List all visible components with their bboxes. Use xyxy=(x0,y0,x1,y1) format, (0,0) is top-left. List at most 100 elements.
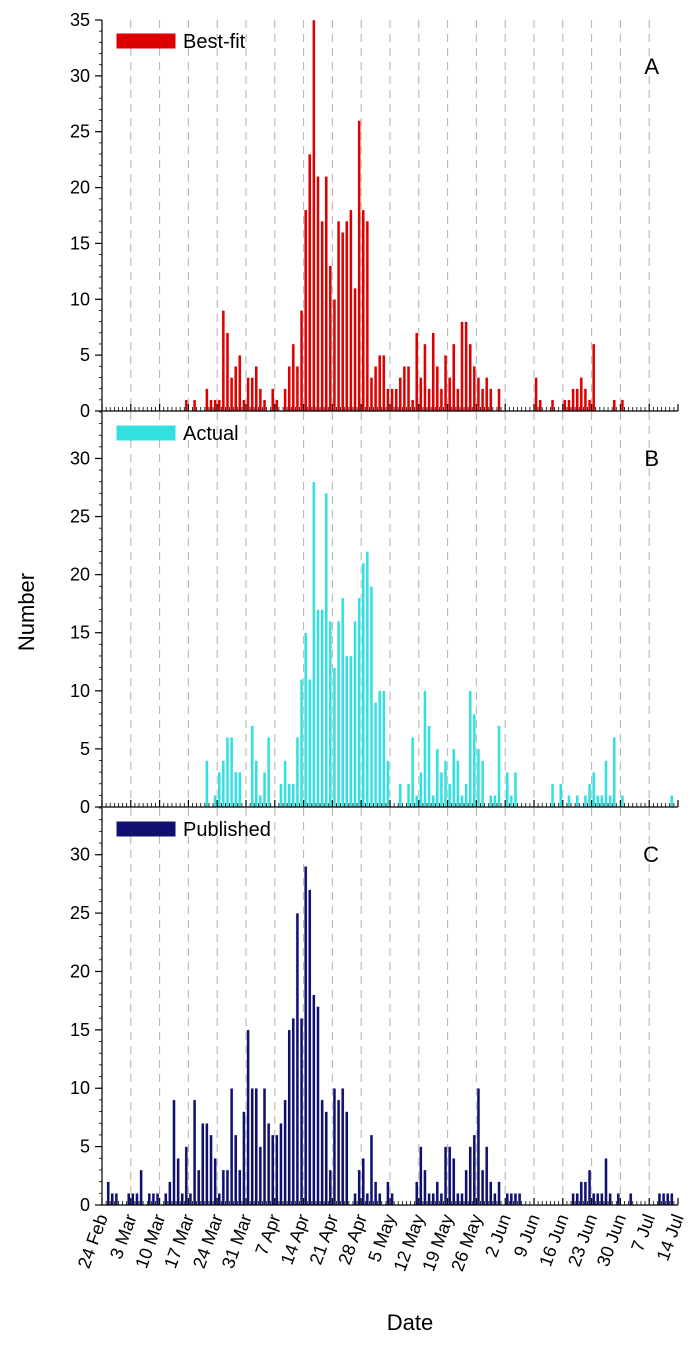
bar xyxy=(435,366,439,412)
bar xyxy=(217,399,221,412)
bar xyxy=(369,1134,374,1206)
bar xyxy=(608,795,612,808)
bar xyxy=(661,1193,666,1206)
bar xyxy=(410,399,415,412)
bar xyxy=(480,760,485,808)
bar xyxy=(295,737,300,808)
bar xyxy=(127,1193,131,1206)
bar xyxy=(447,783,452,808)
bar xyxy=(489,795,493,808)
bar xyxy=(295,366,300,412)
bar xyxy=(596,795,600,808)
bar xyxy=(406,366,411,412)
bar xyxy=(460,795,464,808)
bar xyxy=(583,795,588,808)
bar xyxy=(583,388,588,412)
bar xyxy=(439,771,444,808)
y-tick-label: 35 xyxy=(70,10,90,30)
bar xyxy=(242,399,246,412)
bar xyxy=(172,1099,176,1206)
y-tick-label: 20 xyxy=(70,565,90,585)
bar xyxy=(258,795,263,808)
bar xyxy=(485,377,489,412)
bar xyxy=(439,1193,444,1206)
y-tick-label: 30 xyxy=(70,66,90,86)
y-tick-label: 30 xyxy=(70,845,90,865)
bar xyxy=(472,366,477,412)
bar xyxy=(439,388,444,412)
bar xyxy=(398,783,402,808)
bar xyxy=(464,1169,468,1206)
bar xyxy=(258,388,263,412)
bar xyxy=(266,737,271,808)
y-tick-label: 25 xyxy=(70,507,90,527)
y-axis-label: Number xyxy=(14,573,39,651)
bar xyxy=(299,679,304,808)
bar xyxy=(427,388,431,412)
bar xyxy=(435,1181,439,1206)
bar xyxy=(316,609,320,808)
bar xyxy=(419,377,423,412)
bar xyxy=(353,1193,357,1206)
bar xyxy=(332,667,337,808)
bar xyxy=(209,399,213,412)
bar xyxy=(505,1193,509,1206)
bar xyxy=(192,1099,197,1206)
bar xyxy=(427,1193,431,1206)
bar xyxy=(604,1158,608,1206)
bar xyxy=(575,795,579,808)
bar xyxy=(382,354,386,412)
bar xyxy=(246,1029,250,1206)
bar xyxy=(238,771,242,808)
bar xyxy=(287,1029,291,1206)
bar xyxy=(468,690,472,808)
y-tick-label: 0 xyxy=(80,797,90,817)
panel-b: 0 5 10 15 20 25 30 Actual B xyxy=(70,411,679,817)
bar xyxy=(612,399,616,412)
bar xyxy=(489,1181,493,1206)
bar xyxy=(447,1146,452,1206)
y-tick-label: 25 xyxy=(70,122,90,142)
bar xyxy=(591,343,596,412)
bar xyxy=(106,1181,110,1206)
bar xyxy=(295,912,300,1206)
bar xyxy=(464,321,468,412)
bar xyxy=(460,1193,464,1206)
bar xyxy=(550,783,555,808)
bar xyxy=(583,1181,588,1206)
bar xyxy=(435,748,439,808)
bar xyxy=(456,1193,460,1206)
bar xyxy=(468,1146,472,1206)
bar xyxy=(209,1134,213,1206)
bar xyxy=(345,1111,349,1206)
bar xyxy=(456,760,460,808)
bar xyxy=(217,1193,221,1206)
bar xyxy=(559,783,563,808)
panels: 0 5 10 15 20 25 30 35 Best-fit A 0 5 10 15 20 25 30 Actua… xyxy=(70,10,679,1215)
bar xyxy=(427,725,431,808)
bar xyxy=(666,1193,670,1206)
bar xyxy=(192,399,197,412)
bar xyxy=(361,209,365,412)
y-tick-label: 10 xyxy=(70,1078,90,1098)
panel-letter: B xyxy=(644,446,659,471)
y-tick-label: 20 xyxy=(70,178,90,198)
bar xyxy=(406,783,411,808)
bar xyxy=(657,1193,662,1206)
bar xyxy=(283,760,287,808)
bar xyxy=(538,399,542,412)
bar xyxy=(386,760,390,808)
bar xyxy=(591,1193,596,1206)
bar xyxy=(229,1088,234,1206)
bar xyxy=(303,632,308,808)
bar xyxy=(472,1134,477,1206)
bar xyxy=(168,1181,172,1206)
bar xyxy=(460,321,464,412)
bar xyxy=(213,1158,217,1206)
bar xyxy=(291,1017,295,1206)
bar xyxy=(587,1169,592,1206)
bar xyxy=(345,655,349,808)
bar xyxy=(328,620,333,808)
